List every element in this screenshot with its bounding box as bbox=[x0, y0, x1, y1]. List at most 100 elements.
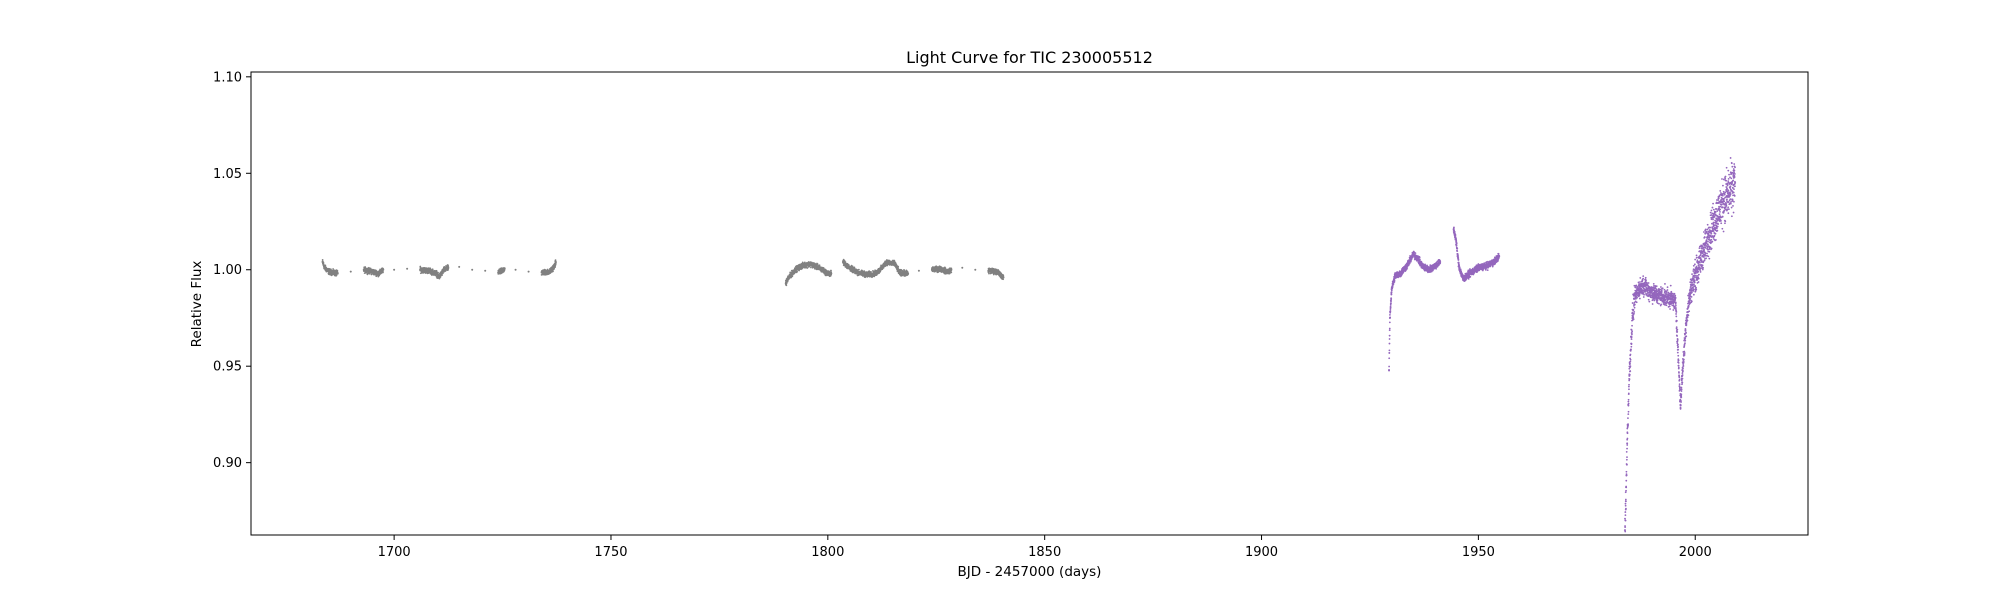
data-point bbox=[787, 276, 790, 279]
data-point bbox=[1631, 324, 1633, 327]
data-point bbox=[1624, 491, 1627, 494]
data-point bbox=[806, 267, 809, 269]
data-point bbox=[1626, 463, 1628, 466]
data-point bbox=[946, 270, 949, 273]
data-point bbox=[1624, 511, 1627, 513]
data-point bbox=[950, 268, 953, 271]
data-point bbox=[371, 270, 374, 273]
data-point bbox=[419, 268, 422, 271]
data-point bbox=[336, 272, 339, 275]
data-point bbox=[406, 267, 409, 270]
data-point bbox=[885, 261, 888, 264]
data-point bbox=[1624, 504, 1627, 507]
data-point bbox=[1648, 300, 1651, 303]
data-point bbox=[1632, 308, 1635, 311]
data-point bbox=[1627, 404, 1630, 407]
data-point bbox=[1630, 348, 1632, 351]
data-point bbox=[1625, 489, 1627, 492]
data-point bbox=[427, 269, 430, 272]
data-point bbox=[1628, 378, 1631, 381]
data-point bbox=[1388, 338, 1391, 340]
data-point bbox=[1435, 267, 1437, 270]
data-point bbox=[1457, 259, 1460, 261]
data-point bbox=[1453, 226, 1455, 229]
data-point bbox=[1456, 247, 1459, 250]
data-point bbox=[1645, 279, 1647, 282]
data-point bbox=[1627, 392, 1630, 395]
data-point bbox=[1389, 309, 1392, 311]
data-point bbox=[826, 272, 829, 275]
data-point bbox=[1497, 252, 1500, 255]
data-point bbox=[1627, 385, 1630, 388]
data-point bbox=[1624, 498, 1627, 501]
data-point bbox=[377, 272, 380, 275]
data-point bbox=[1625, 450, 1628, 453]
data-point bbox=[830, 272, 833, 275]
data-point bbox=[1627, 417, 1629, 420]
data-point bbox=[1390, 297, 1393, 300]
data-point bbox=[1647, 282, 1650, 284]
data-point bbox=[1628, 388, 1630, 391]
data-point bbox=[1414, 252, 1417, 255]
data-point bbox=[1638, 297, 1641, 300]
data-point bbox=[810, 266, 812, 269]
data-point bbox=[987, 269, 990, 272]
data-point bbox=[1627, 423, 1629, 426]
data-point bbox=[1639, 277, 1642, 279]
data-point bbox=[1627, 413, 1630, 416]
data-point bbox=[1469, 275, 1472, 278]
data-point bbox=[853, 266, 856, 269]
data-point bbox=[1631, 302, 1634, 304]
data-point bbox=[917, 269, 920, 272]
data-point bbox=[818, 264, 821, 267]
data-point bbox=[1002, 278, 1005, 281]
data-point bbox=[870, 271, 872, 273]
data-point bbox=[321, 259, 324, 261]
data-point bbox=[362, 268, 365, 271]
data-point bbox=[553, 267, 555, 270]
data-point bbox=[1626, 437, 1629, 440]
data-point bbox=[874, 272, 877, 275]
data-point bbox=[527, 270, 530, 273]
data-point bbox=[447, 265, 450, 268]
data-point bbox=[514, 268, 517, 271]
data-point bbox=[791, 275, 794, 278]
data-point bbox=[1457, 261, 1460, 264]
data-point bbox=[1388, 352, 1391, 354]
data-point bbox=[1391, 286, 1394, 288]
data-point bbox=[830, 269, 832, 272]
data-point bbox=[1467, 277, 1470, 280]
data-point bbox=[907, 272, 910, 275]
data-point bbox=[988, 272, 990, 275]
data-point bbox=[375, 269, 378, 272]
data-point bbox=[393, 268, 396, 271]
data-point bbox=[1497, 259, 1499, 262]
data-point bbox=[1652, 282, 1655, 285]
data-point bbox=[323, 266, 326, 269]
data-point bbox=[974, 268, 977, 271]
data-point bbox=[1624, 526, 1627, 529]
data-point bbox=[1624, 514, 1627, 517]
data-point bbox=[1642, 292, 1645, 294]
data-point bbox=[1651, 303, 1654, 305]
data-point bbox=[816, 263, 819, 265]
data-point bbox=[1633, 310, 1636, 313]
data-point bbox=[1624, 502, 1627, 505]
data-point bbox=[549, 270, 552, 273]
data-points bbox=[321, 157, 1737, 533]
data-point bbox=[1625, 458, 1628, 461]
data-point bbox=[1630, 336, 1633, 338]
data-point bbox=[324, 264, 327, 267]
data-point bbox=[800, 264, 803, 267]
data-point bbox=[419, 265, 422, 268]
data-point bbox=[497, 271, 500, 274]
data-point bbox=[1642, 275, 1645, 278]
data-point bbox=[1454, 234, 1457, 236]
data-point bbox=[1642, 296, 1645, 298]
data-point bbox=[844, 261, 847, 264]
data-point bbox=[1624, 519, 1627, 522]
data-point bbox=[1630, 345, 1633, 348]
data-point bbox=[796, 270, 799, 273]
